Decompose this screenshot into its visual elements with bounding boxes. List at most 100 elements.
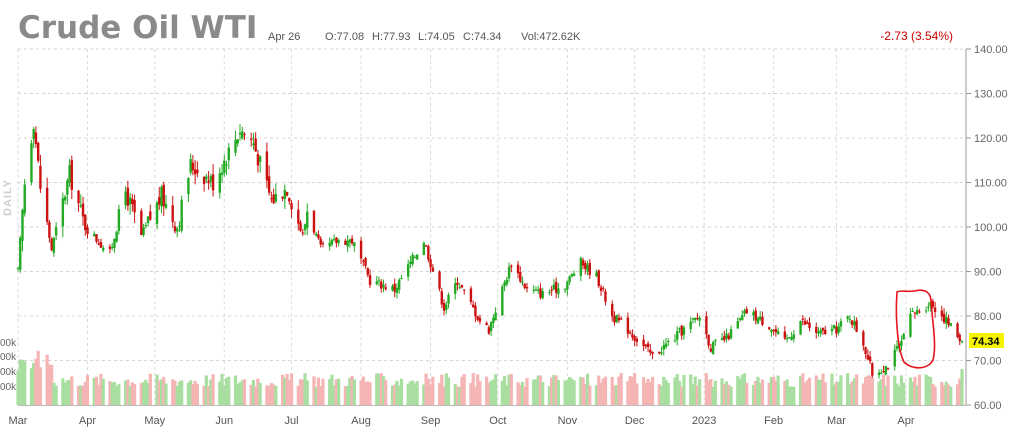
candle-body (817, 331, 820, 334)
volume-bar (601, 378, 605, 405)
volume-bar (568, 377, 572, 405)
candle-body (220, 172, 224, 175)
candle-body (642, 339, 645, 347)
volume-bar (594, 385, 599, 405)
candle-body (353, 242, 356, 247)
candle-body (693, 317, 697, 321)
candle-body (207, 180, 210, 184)
volume-bar (47, 364, 51, 405)
volume-bar (816, 379, 821, 405)
volume-bar (507, 374, 511, 405)
volume-bar (337, 378, 341, 405)
candle-body (30, 143, 33, 182)
candle-body (806, 322, 809, 324)
x-tick-label: Sep (421, 415, 441, 427)
candle-body (225, 164, 228, 166)
candle-body (149, 211, 152, 220)
candle-body (476, 316, 479, 320)
volume-bar (330, 374, 334, 405)
x-tick-label: Jul (285, 415, 299, 427)
candle-body (243, 134, 246, 136)
candle-body (913, 312, 917, 314)
volume-bar (274, 385, 278, 405)
x-tick-label: Jun (215, 415, 233, 427)
x-tick-label: Apr (79, 415, 96, 427)
volume-bar (868, 375, 872, 405)
volume-axis-label: 00k (0, 367, 17, 378)
candle-body (678, 328, 681, 330)
candle-body (494, 312, 497, 321)
volume-bar (173, 380, 177, 405)
candle-body (485, 322, 488, 326)
candle-body (758, 316, 762, 320)
volume-bar (363, 381, 368, 405)
candle-body (855, 320, 858, 332)
candle-body (422, 243, 426, 256)
volume-bar (673, 377, 677, 405)
candle-body (487, 327, 491, 334)
volume-bar (126, 379, 130, 405)
volume-bar (97, 384, 101, 405)
candle-body (835, 326, 838, 334)
volume-bar (249, 385, 253, 405)
candle-body (258, 156, 262, 162)
volume-bar (610, 376, 614, 405)
volume-bar (832, 384, 836, 405)
volume-bar (70, 376, 74, 405)
candle-body (635, 338, 639, 342)
period-label: DAILY (2, 179, 14, 216)
candle-body (720, 338, 724, 341)
candle-body (400, 277, 403, 279)
candle-body (554, 281, 558, 293)
candle-body (350, 238, 354, 244)
candle-body (902, 333, 905, 340)
volume-bar (931, 384, 935, 405)
candle-body (649, 349, 652, 353)
volume-bar (724, 381, 729, 405)
volume-bar (789, 386, 794, 405)
volume-bar (917, 374, 921, 405)
volume-bar (572, 380, 576, 405)
volume-bar (180, 380, 184, 405)
volume-bar (863, 376, 868, 405)
candle-body (927, 306, 930, 308)
candle-body (767, 327, 771, 330)
candle-body (503, 282, 506, 287)
volume-bar (893, 375, 897, 405)
candle-body (413, 257, 417, 259)
y-tick-label: 90.00 (974, 267, 1002, 279)
candle-body (128, 197, 132, 205)
volume-bar (955, 384, 960, 405)
volume-bar (350, 375, 354, 405)
candle-body (960, 341, 964, 343)
candle-body (458, 287, 461, 289)
volume-bar (110, 382, 114, 405)
volume-bar (258, 382, 262, 405)
volume-bar (285, 373, 289, 405)
candle-body (384, 287, 387, 290)
candle-body (93, 233, 96, 237)
volume-bar (525, 377, 529, 405)
volume-bar (491, 379, 495, 405)
candle-body (743, 310, 746, 314)
volume-bar (460, 376, 464, 405)
volume-bar (740, 374, 744, 405)
volume-bar (509, 374, 513, 405)
candle-body (846, 316, 849, 319)
volume-bar (785, 379, 789, 405)
candle-body (714, 340, 717, 342)
candle-body (395, 287, 399, 294)
volume-bar (471, 373, 475, 405)
candle-body (205, 176, 208, 180)
candle-body (429, 259, 432, 268)
volume-bar (314, 386, 318, 405)
y-tick-label: 130.00 (974, 89, 1008, 101)
volume-bar (146, 383, 150, 405)
volume-bar (240, 380, 244, 405)
candle-body (552, 284, 556, 290)
candle-body (801, 318, 804, 320)
volume-bar (390, 385, 395, 405)
candle-body (288, 198, 291, 202)
y-tick-label: 110.00 (974, 178, 1007, 190)
candle-body (492, 317, 495, 324)
